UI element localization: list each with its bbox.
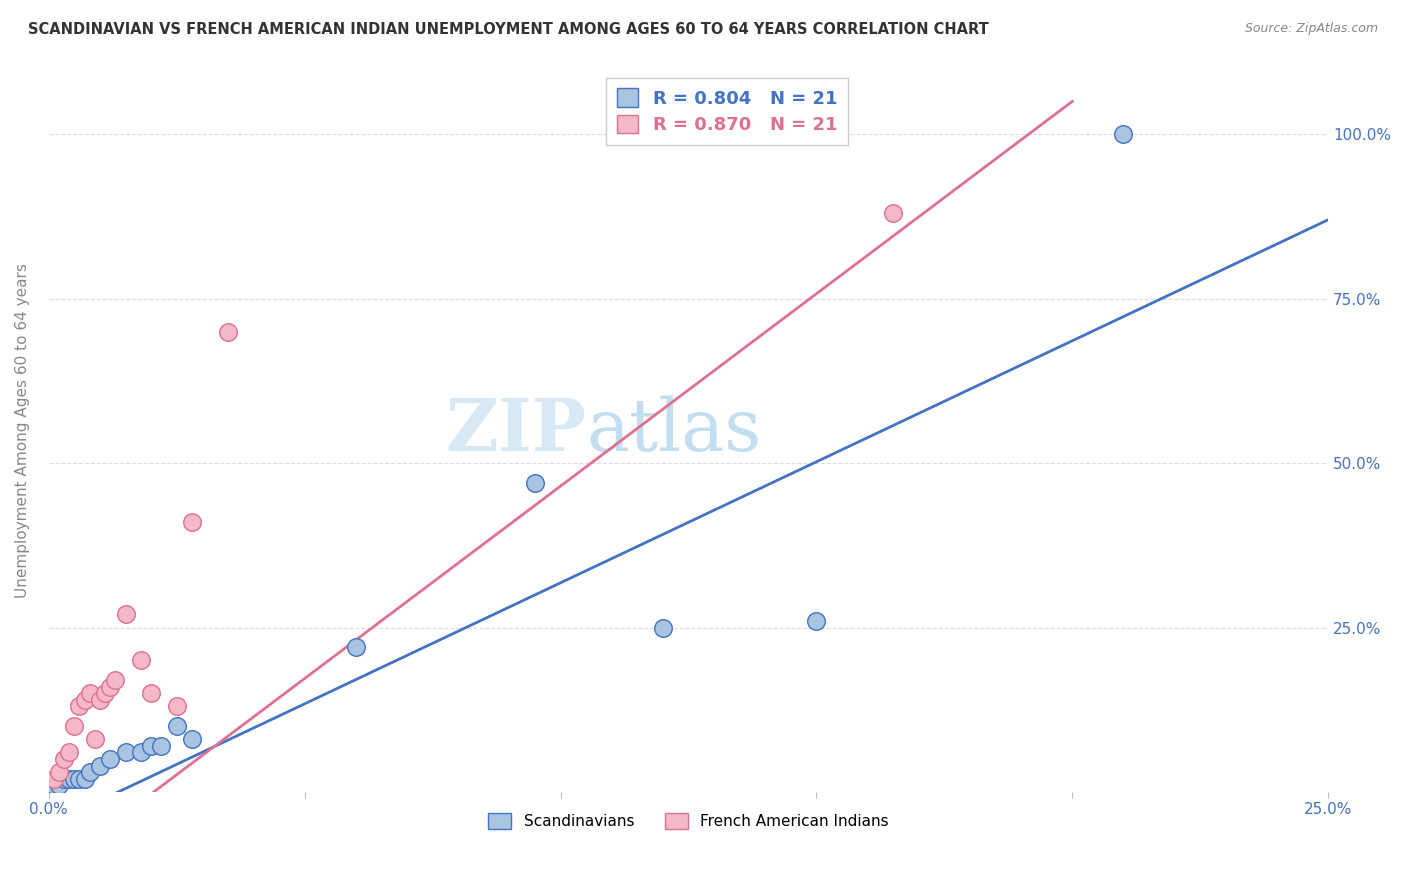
Scandinavians — [139, 739, 162, 753]
Scandinavians — [73, 772, 96, 786]
French American Indians — [882, 206, 904, 220]
Scandinavians — [1112, 128, 1135, 142]
Scandinavians — [89, 758, 111, 772]
French American Indians — [104, 673, 127, 688]
French American Indians — [114, 607, 136, 622]
Y-axis label: Unemployment Among Ages 60 to 64 years: Unemployment Among Ages 60 to 64 years — [15, 263, 30, 598]
Scandinavians — [181, 732, 204, 747]
Scandinavians — [806, 614, 828, 628]
Scandinavians — [344, 640, 367, 655]
Scandinavians — [69, 772, 91, 786]
Legend: Scandinavians, French American Indians: Scandinavians, French American Indians — [482, 806, 894, 835]
Scandinavians — [129, 746, 152, 760]
French American Indians — [73, 693, 96, 707]
French American Indians — [53, 752, 76, 766]
French American Indians — [83, 732, 105, 747]
Scandinavians — [79, 765, 101, 780]
Text: Source: ZipAtlas.com: Source: ZipAtlas.com — [1244, 22, 1378, 36]
Scandinavians — [48, 778, 70, 792]
French American Indians — [129, 653, 152, 667]
Scandinavians — [58, 772, 80, 786]
French American Indians — [58, 746, 80, 760]
French American Indians — [98, 680, 121, 694]
French American Indians — [181, 516, 204, 530]
Scandinavians — [53, 772, 76, 786]
Scandinavians — [651, 621, 673, 635]
Scandinavians — [63, 772, 86, 786]
French American Indians — [69, 699, 91, 714]
Text: ZIP: ZIP — [446, 395, 586, 466]
French American Indians — [139, 686, 162, 700]
French American Indians — [217, 325, 239, 339]
Scandinavians — [98, 752, 121, 766]
French American Indians — [79, 686, 101, 700]
French American Indians — [42, 772, 65, 786]
Text: atlas: atlas — [586, 395, 762, 466]
French American Indians — [94, 686, 117, 700]
Scandinavians — [523, 475, 546, 490]
French American Indians — [89, 693, 111, 707]
Scandinavians — [114, 746, 136, 760]
French American Indians — [806, 128, 828, 142]
French American Indians — [48, 765, 70, 780]
French American Indians — [63, 719, 86, 733]
French American Indians — [166, 699, 188, 714]
Text: SCANDINAVIAN VS FRENCH AMERICAN INDIAN UNEMPLOYMENT AMONG AGES 60 TO 64 YEARS CO: SCANDINAVIAN VS FRENCH AMERICAN INDIAN U… — [28, 22, 988, 37]
Scandinavians — [166, 719, 188, 733]
Scandinavians — [42, 778, 65, 792]
Scandinavians — [150, 739, 173, 753]
